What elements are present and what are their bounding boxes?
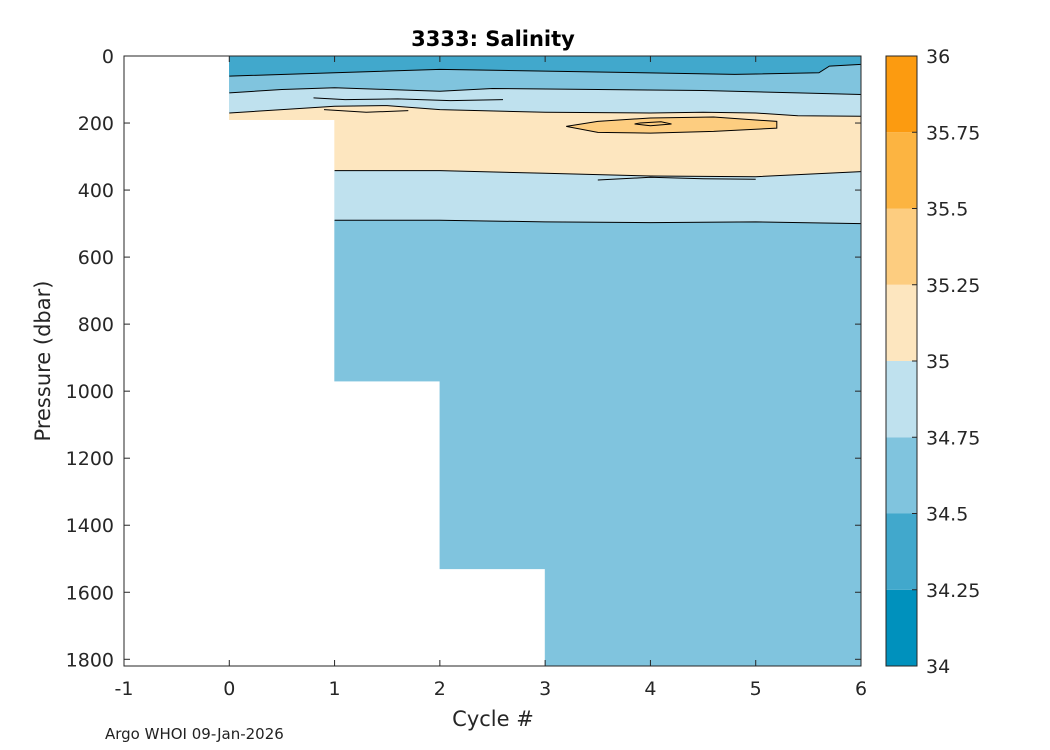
contour-line-5 xyxy=(566,116,778,134)
y-tick-label: 200 xyxy=(78,113,114,135)
credit-text: Argo WHOI 09-Jan-2026 xyxy=(105,725,284,743)
x-tick-label: 5 xyxy=(750,678,762,700)
colorbar-tick-label: 36 xyxy=(926,46,950,68)
x-tick-label: 1 xyxy=(329,678,341,700)
x-axis-label: Cycle # xyxy=(452,707,534,731)
y-axis: 0 200 400 600 800 1000 1200 1400 1600 1800 xyxy=(66,46,861,671)
y-tick-label: 1400 xyxy=(66,515,114,537)
colorbar-swatch-4 xyxy=(886,284,917,361)
x-axis: -1 0 1 2 3 4 5 6 xyxy=(115,56,867,700)
colorbar-swatch-6 xyxy=(886,132,917,209)
contour-line-2 xyxy=(229,105,862,117)
contour-line-3 xyxy=(334,170,862,178)
colorbar-swatch-2 xyxy=(886,437,917,514)
contour-line-1 xyxy=(229,87,862,95)
colorbar-tick-label: 34.5 xyxy=(926,504,968,526)
contour-line-9 xyxy=(634,121,672,127)
x-tick-label: 0 xyxy=(223,678,235,700)
y-tick-label: 400 xyxy=(78,180,114,202)
colorbar-tick-label: 34.75 xyxy=(926,427,980,449)
colorbar-tick-label: 35.75 xyxy=(926,122,980,144)
salinity-band-4 xyxy=(334,170,862,224)
y-axis-label: Pressure (dbar) xyxy=(31,281,55,442)
contour-line-8 xyxy=(597,176,756,181)
colorbar-swatch-3 xyxy=(886,361,917,438)
contour-lines xyxy=(229,63,862,225)
y-tick-label: 800 xyxy=(78,314,114,336)
contour-line-0 xyxy=(229,63,862,77)
colorbar-tick-label: 34.25 xyxy=(926,580,980,602)
plot-area xyxy=(229,55,862,667)
y-tick-label: 600 xyxy=(78,247,114,269)
contour-line-7 xyxy=(323,109,409,113)
colorbar-swatch-0 xyxy=(886,589,917,666)
colorbar-swatch-7 xyxy=(886,56,917,133)
salinity-band-3 xyxy=(229,105,862,178)
chart-title: 3333: Salinity xyxy=(411,27,575,51)
x-tick-label: 3 xyxy=(539,678,551,700)
colorbar-tick-label: 35.5 xyxy=(926,199,968,221)
x-tick-label: 6 xyxy=(855,678,867,700)
y-tick-label: 1600 xyxy=(66,582,114,604)
colorbar-swatch-1 xyxy=(886,513,917,590)
colorbar: 34 34.25 34.5 34.75 35 35.25 35.5 35.75 36 xyxy=(885,46,980,678)
contour-line-6 xyxy=(313,97,504,102)
x-tick-label: 2 xyxy=(434,678,446,700)
colorbar-swatch-5 xyxy=(886,208,917,285)
contour-line-4 xyxy=(334,219,862,225)
x-tick-label: 4 xyxy=(644,678,656,700)
colorbar-tick-label: 34 xyxy=(926,656,950,678)
y-tick-label: 1200 xyxy=(66,448,114,470)
y-tick-label: 1800 xyxy=(66,649,114,671)
x-tick-label: -1 xyxy=(115,678,134,700)
y-tick-label: 0 xyxy=(102,46,114,68)
colorbar-tick-label: 35.25 xyxy=(926,275,980,297)
colorbar-tick-label: 35 xyxy=(926,351,950,373)
y-tick-label: 1000 xyxy=(66,381,114,403)
salinity-band-5 xyxy=(334,219,862,667)
plot-frame xyxy=(123,55,862,667)
